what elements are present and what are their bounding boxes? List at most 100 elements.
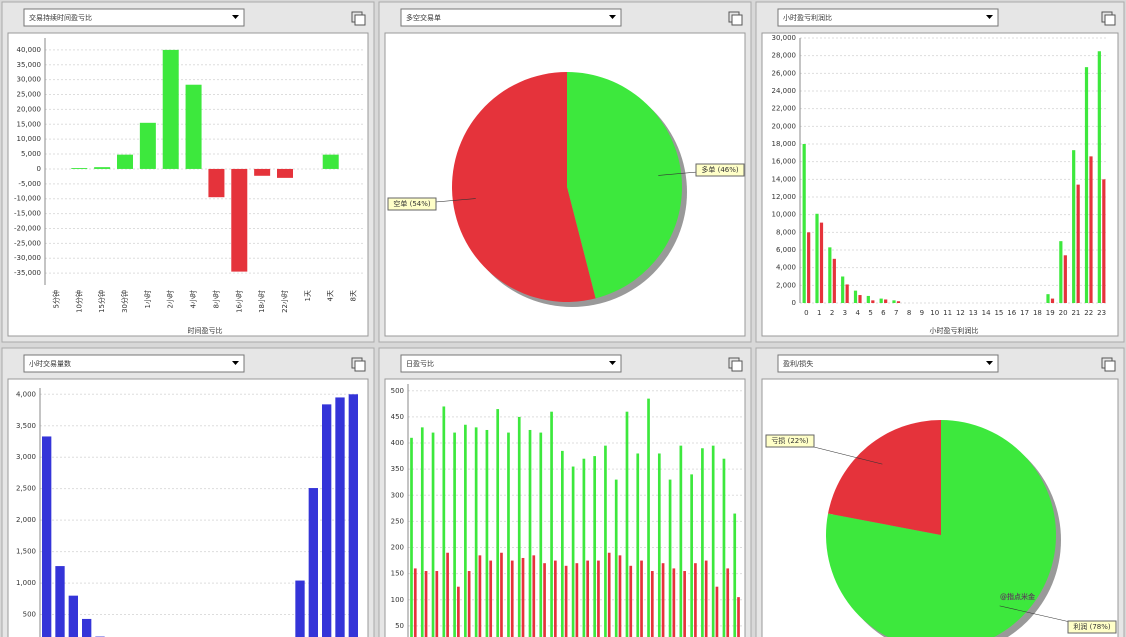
y-tick-label: 15,000	[17, 120, 42, 128]
bar	[335, 397, 345, 637]
dropdown-arrow	[986, 15, 993, 19]
dropdown-arrow	[232, 15, 239, 19]
bar	[564, 565, 568, 637]
y-tick-label: 20,000	[772, 122, 797, 130]
bar	[679, 445, 683, 637]
pie-label-box	[765, 434, 815, 448]
dropdown-text: 多空交易单	[406, 13, 441, 22]
y-tick-label: 26,000	[772, 69, 797, 77]
bar	[604, 445, 607, 637]
x-tick-label: 11	[943, 309, 952, 317]
y-tick-label: 22,000	[772, 105, 797, 113]
y-tick-label: -20,000	[14, 224, 41, 232]
y-tick-label: 25,000	[17, 91, 42, 99]
bar	[543, 563, 546, 637]
y-tick-label: 5,000	[21, 150, 41, 158]
dropdown-text: 盈利/损失	[783, 359, 813, 368]
bar	[1084, 67, 1089, 304]
bar	[683, 571, 686, 637]
bar	[464, 424, 467, 637]
y-tick-label: 14,000	[772, 175, 797, 183]
dropdown[interactable]	[777, 8, 999, 27]
pie-label: 亏损 (22%)	[771, 436, 809, 445]
bar	[478, 555, 482, 637]
y-tick-label: 350	[391, 465, 404, 473]
bar	[295, 580, 305, 637]
y-tick-label: 10,000	[772, 211, 797, 219]
y-tick-label: 2,500	[16, 485, 36, 493]
bar	[162, 49, 179, 169]
bar	[453, 432, 456, 637]
bar	[446, 552, 449, 637]
dropdown-text: 日盈亏比	[406, 359, 434, 368]
bar	[510, 560, 514, 637]
pie-label: 空单 (54%)	[393, 199, 431, 208]
bar	[647, 398, 650, 637]
x-tick-label: 20	[1059, 309, 1068, 317]
bar	[701, 448, 704, 637]
y-tick-label: 0	[37, 165, 41, 173]
bar	[690, 474, 693, 637]
x-tick-label: 18	[1033, 309, 1042, 317]
x-tick-label: 3	[843, 309, 847, 317]
bar	[733, 513, 737, 637]
x-tick-label: 2	[830, 309, 834, 317]
y-tick-label: 16,000	[772, 158, 797, 166]
bar	[348, 394, 358, 637]
x-tick-label: 1	[817, 309, 821, 317]
bar	[322, 404, 332, 637]
bar	[722, 458, 726, 637]
x-tick-label: 14	[982, 309, 991, 317]
dropdown-text: 交易持续时间盈亏比	[29, 13, 92, 22]
y-tick-label: -15,000	[14, 210, 41, 218]
bar	[553, 560, 557, 637]
bar	[879, 298, 883, 303]
bar	[726, 568, 730, 637]
x-tick-label: 16	[1007, 309, 1016, 317]
x-tick-label: 1小时	[143, 290, 152, 308]
bar	[896, 301, 901, 303]
bar	[94, 167, 111, 169]
x-tick-label: 8小时	[211, 290, 220, 308]
bar	[277, 168, 293, 178]
y-tick-label: 3,500	[16, 422, 36, 430]
bar	[845, 284, 849, 303]
y-tick-label: 250	[391, 517, 404, 525]
y-tick-label: -35,000	[14, 269, 41, 277]
bar	[807, 232, 811, 303]
bar	[457, 586, 460, 637]
bar	[575, 563, 579, 637]
dropdown[interactable]	[777, 354, 999, 373]
bar	[68, 595, 78, 637]
bar	[819, 222, 824, 303]
bar	[517, 416, 521, 637]
dropdown[interactable]	[400, 8, 622, 27]
bar	[668, 479, 672, 637]
dropdown[interactable]	[23, 8, 245, 27]
bar	[828, 247, 832, 303]
bar	[420, 427, 424, 637]
pie-slice	[828, 420, 941, 535]
y-tick-label: 500	[391, 387, 404, 395]
bar	[1076, 184, 1080, 303]
bar	[629, 565, 633, 637]
bar	[42, 436, 52, 637]
dropdown[interactable]	[23, 354, 245, 373]
bar	[1072, 150, 1076, 303]
bar	[815, 213, 819, 303]
bar	[661, 563, 665, 637]
x-tick-label: 1天	[304, 290, 312, 301]
y-tick-label: 35,000	[17, 61, 42, 69]
chart-area	[7, 32, 369, 337]
y-tick-label: 28,000	[772, 52, 797, 60]
bar	[694, 563, 697, 637]
dropdown-text: 小时交易量数	[29, 359, 71, 368]
bar	[892, 300, 896, 303]
bar	[71, 168, 88, 169]
y-tick-label: 100	[391, 596, 404, 604]
dropdown[interactable]	[400, 354, 622, 373]
restore-icon-inner	[1104, 14, 1116, 26]
x-tick-label: 30分钟	[120, 290, 129, 313]
bar	[550, 411, 553, 637]
bar	[489, 560, 493, 637]
